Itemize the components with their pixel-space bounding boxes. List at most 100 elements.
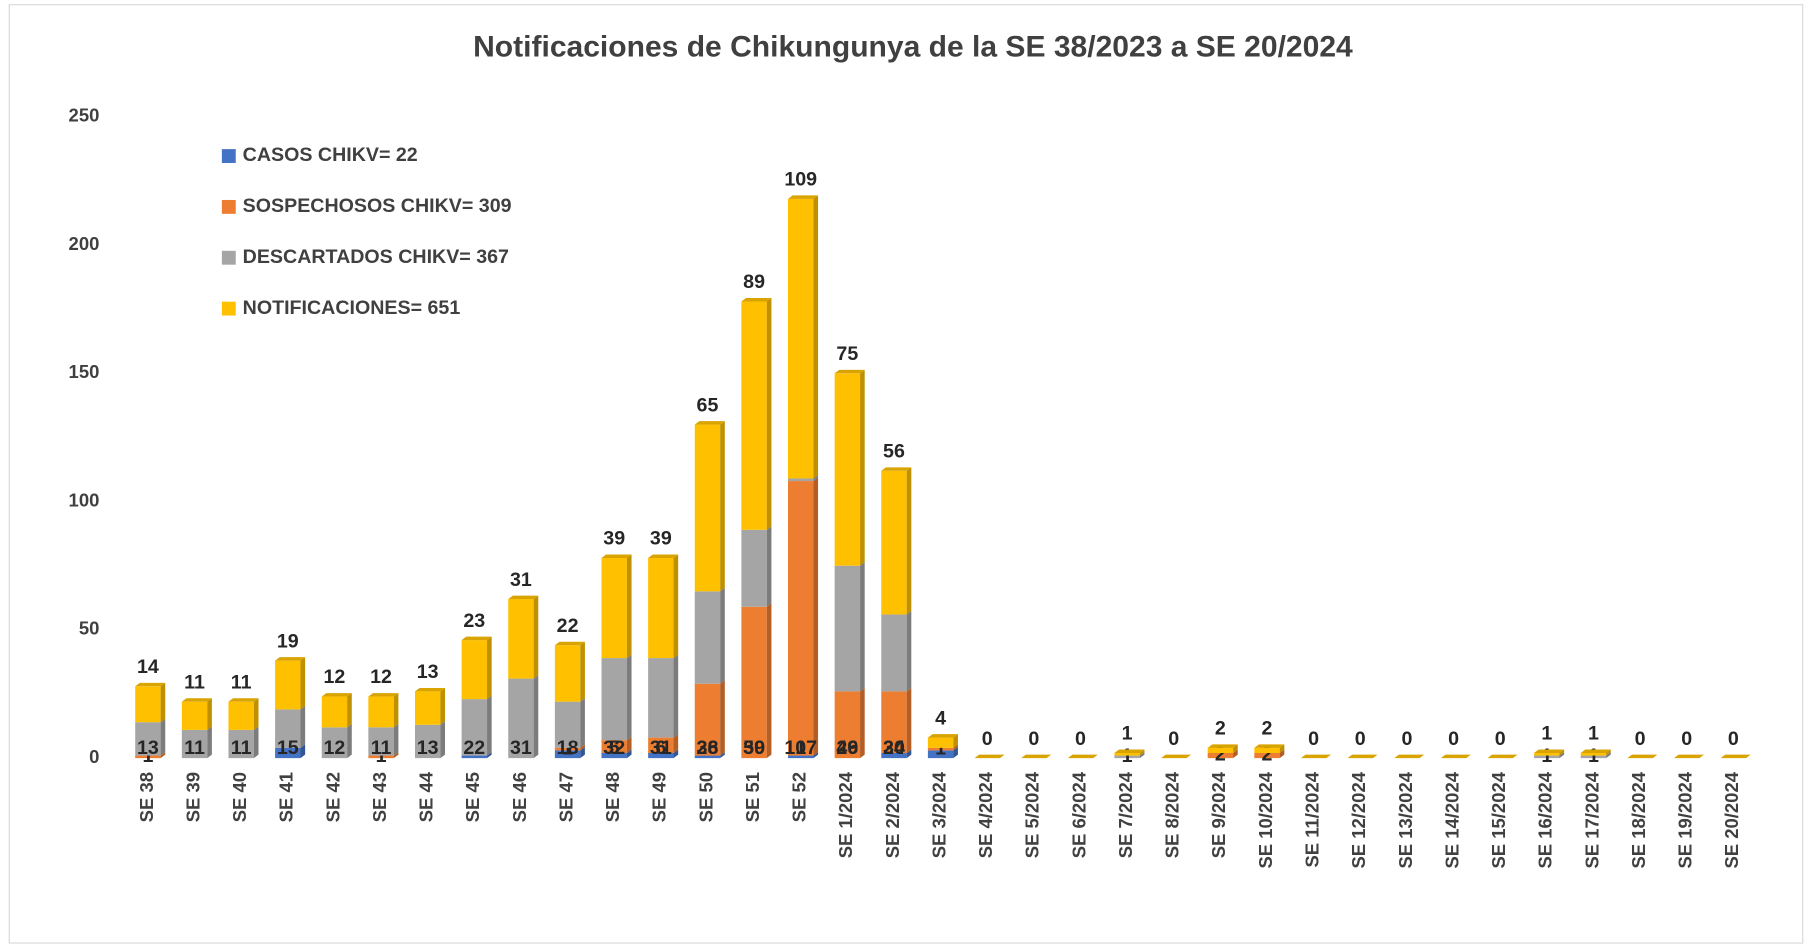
- bar-side: [860, 369, 865, 566]
- legend-swatch: [221, 199, 236, 214]
- bar-segment: [275, 660, 301, 710]
- data-label: 2: [1215, 718, 1226, 740]
- data-label: 19: [277, 630, 299, 652]
- legend-label: CASOS CHIKV= 22: [243, 144, 418, 166]
- bar-segment: [881, 691, 907, 753]
- data-label: 2: [1215, 744, 1226, 766]
- x-tick-label: SE 13/2024: [1395, 771, 1416, 868]
- bar-side: [533, 675, 539, 759]
- bar-segment: [461, 699, 488, 756]
- x-tick-label: SE 16/2024: [1535, 771, 1556, 868]
- bar-side: [906, 687, 912, 753]
- bar-side: [1559, 749, 1565, 756]
- bar-side: [347, 723, 352, 759]
- y-tick-label: 200: [69, 233, 100, 254]
- x-tick-label: SE 3/2024: [928, 771, 949, 858]
- x-tick-label: SE 6/2024: [1068, 771, 1089, 858]
- bar-top: [648, 554, 679, 559]
- bar-segment: [414, 724, 441, 759]
- data-label: 12: [324, 666, 346, 688]
- x-tick-label: SE 20/2024: [1721, 771, 1742, 868]
- bar-top: [974, 754, 1005, 759]
- bar-side: [626, 736, 632, 753]
- x-tick-label: SE 17/2024: [1581, 771, 1602, 868]
- bar-side: [1559, 752, 1565, 759]
- data-label: 0: [1448, 728, 1459, 750]
- data-label: 13: [417, 661, 439, 683]
- bar-segment: [1207, 752, 1234, 759]
- bar-top: [368, 693, 399, 697]
- bar-top: [1440, 754, 1471, 759]
- bar-top: [1534, 749, 1565, 753]
- data-label: 28: [697, 737, 719, 759]
- bar-side: [160, 682, 166, 723]
- bar-side: [626, 654, 632, 741]
- bar-side: [1139, 752, 1145, 759]
- x-tick-label: SE 7/2024: [1115, 771, 1136, 858]
- legend-label: SOSPECHOSOS CHIKV= 309: [243, 195, 512, 217]
- bar-side: [953, 746, 958, 759]
- x-tick-label: SE 19/2024: [1675, 771, 1696, 868]
- bar-segment: [1254, 747, 1280, 753]
- bar-top: [1627, 754, 1658, 759]
- data-label: 109: [784, 169, 817, 191]
- x-tick-label: SE 14/2024: [1441, 771, 1462, 868]
- data-label: 0: [1401, 728, 1412, 750]
- bar-side: [1233, 749, 1238, 759]
- bar-segment: [228, 701, 254, 730]
- data-label: 13: [137, 737, 159, 759]
- data-label: 5: [609, 737, 620, 759]
- bar-segment: [741, 529, 767, 607]
- bar-side: [1233, 744, 1238, 753]
- bar-side: [766, 526, 772, 607]
- data-label: 31: [650, 737, 672, 759]
- bar-side: [720, 752, 725, 759]
- data-label: 1: [376, 745, 387, 767]
- bar-segment: [1580, 755, 1607, 759]
- bar-segment: [648, 658, 674, 738]
- data-label: 11: [184, 671, 205, 693]
- bar-segment: [648, 737, 674, 753]
- y-tick-label: 50: [79, 618, 100, 639]
- bar-segment: [554, 747, 581, 751]
- bar-segment: [694, 424, 721, 592]
- data-label: 56: [883, 440, 905, 462]
- bar-side: [953, 744, 958, 751]
- data-label: 0: [1355, 728, 1366, 750]
- y-tick-label: 150: [69, 361, 100, 382]
- bar-segment: [788, 198, 814, 479]
- bar-side: [906, 467, 912, 615]
- bar-segment: [927, 747, 954, 751]
- data-label: 1: [1541, 723, 1552, 745]
- data-label: 26: [836, 737, 858, 759]
- bar-side: [300, 744, 306, 759]
- bar-side: [626, 749, 632, 759]
- bar-top: [554, 641, 585, 646]
- data-label: 0: [1635, 728, 1646, 750]
- bar-segment: [1114, 752, 1140, 756]
- x-tick-label: SE 18/2024: [1628, 771, 1649, 868]
- bar-top: [1487, 754, 1518, 759]
- bar-side: [906, 610, 912, 692]
- bar-top: [508, 595, 539, 600]
- bar-side: [487, 695, 492, 756]
- bar-segment: [648, 558, 674, 659]
- bar-segment: [881, 470, 907, 615]
- bar-segment: [881, 614, 907, 692]
- bar-segment: [275, 709, 301, 748]
- bar-segment: [368, 696, 394, 728]
- bar-segment: [788, 478, 814, 482]
- data-label: 1: [795, 737, 806, 759]
- data-label: 30: [883, 737, 905, 759]
- bar-top: [1673, 754, 1705, 759]
- bar-segment: [648, 752, 674, 759]
- x-tick-label: SE 4/2024: [975, 771, 996, 858]
- bar-side: [300, 657, 306, 710]
- data-label: 0: [1308, 728, 1319, 750]
- data-label: 65: [697, 394, 719, 416]
- data-label: 23: [463, 610, 485, 632]
- bar-segment: [414, 691, 441, 725]
- x-tick-label: SE 45: [462, 772, 483, 822]
- bar-side: [673, 749, 679, 759]
- legend-swatch: [221, 301, 236, 316]
